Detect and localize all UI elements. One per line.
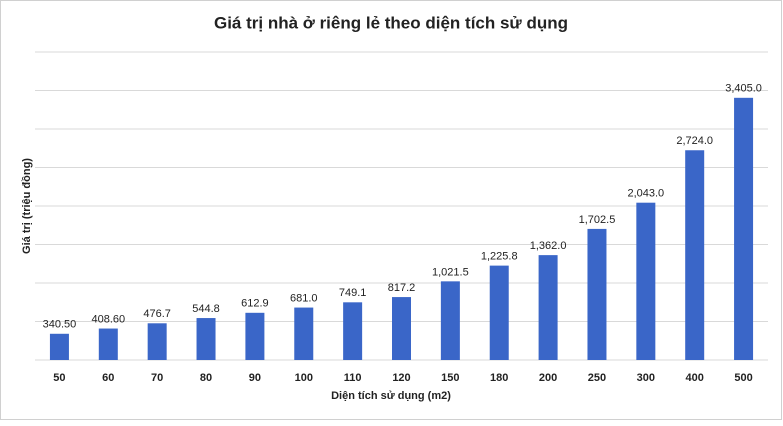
value-label: 1,021.5: [432, 266, 469, 278]
x-tick-label: 50: [53, 372, 65, 384]
x-tick-label: 100: [295, 372, 313, 384]
bar: [98, 328, 118, 360]
x-tick-label: 80: [200, 372, 212, 384]
x-tick-label: 400: [686, 372, 704, 384]
bar: [636, 202, 656, 360]
value-label: 2,043.0: [627, 188, 664, 200]
value-label: 3,405.0: [725, 83, 762, 95]
bar: [294, 307, 314, 360]
x-tick-label: 200: [539, 372, 557, 384]
bar: [343, 302, 363, 360]
x-tick-label: 250: [588, 372, 606, 384]
bar: [196, 318, 216, 360]
bar: [147, 323, 167, 360]
x-axis-label: Diện tích sử dụng (m2): [331, 390, 451, 402]
value-label: 408.60: [91, 313, 125, 325]
x-tick-label: 180: [490, 372, 508, 384]
bar: [245, 312, 265, 360]
x-tick-label: 300: [637, 372, 655, 384]
y-axis-label: Giá trị (triệu đồng): [21, 158, 33, 254]
value-label: 1,362.0: [530, 240, 567, 252]
value-label: 340.50: [43, 319, 77, 331]
bar: [49, 333, 69, 360]
bar: [734, 97, 754, 360]
bar: [538, 255, 558, 360]
value-label: 612.9: [241, 298, 269, 310]
value-label: 681.0: [290, 292, 318, 304]
x-tick-label: 110: [344, 372, 362, 384]
bar: [685, 150, 705, 360]
value-label: 2,724.0: [676, 135, 713, 147]
value-label: 749.1: [339, 287, 367, 299]
bar: [440, 281, 460, 360]
value-label: 1,702.5: [579, 214, 616, 226]
value-label: 544.8: [192, 303, 220, 315]
value-label: 817.2: [388, 282, 416, 294]
x-tick-label: 60: [102, 372, 114, 384]
value-label: 1,225.8: [481, 251, 518, 263]
value-label: 476.7: [143, 308, 171, 320]
chart-title: Giá trị nhà ở riêng lẻ theo diện tích sử…: [214, 13, 568, 32]
x-tick-label: 150: [441, 372, 459, 384]
x-tick-label: 90: [249, 372, 261, 384]
x-tick-label: 120: [392, 372, 410, 384]
x-tick-label: 500: [734, 372, 752, 384]
bar: [489, 265, 509, 360]
bar: [392, 297, 411, 360]
bar: [587, 228, 607, 360]
x-tick-label: 70: [151, 372, 163, 384]
